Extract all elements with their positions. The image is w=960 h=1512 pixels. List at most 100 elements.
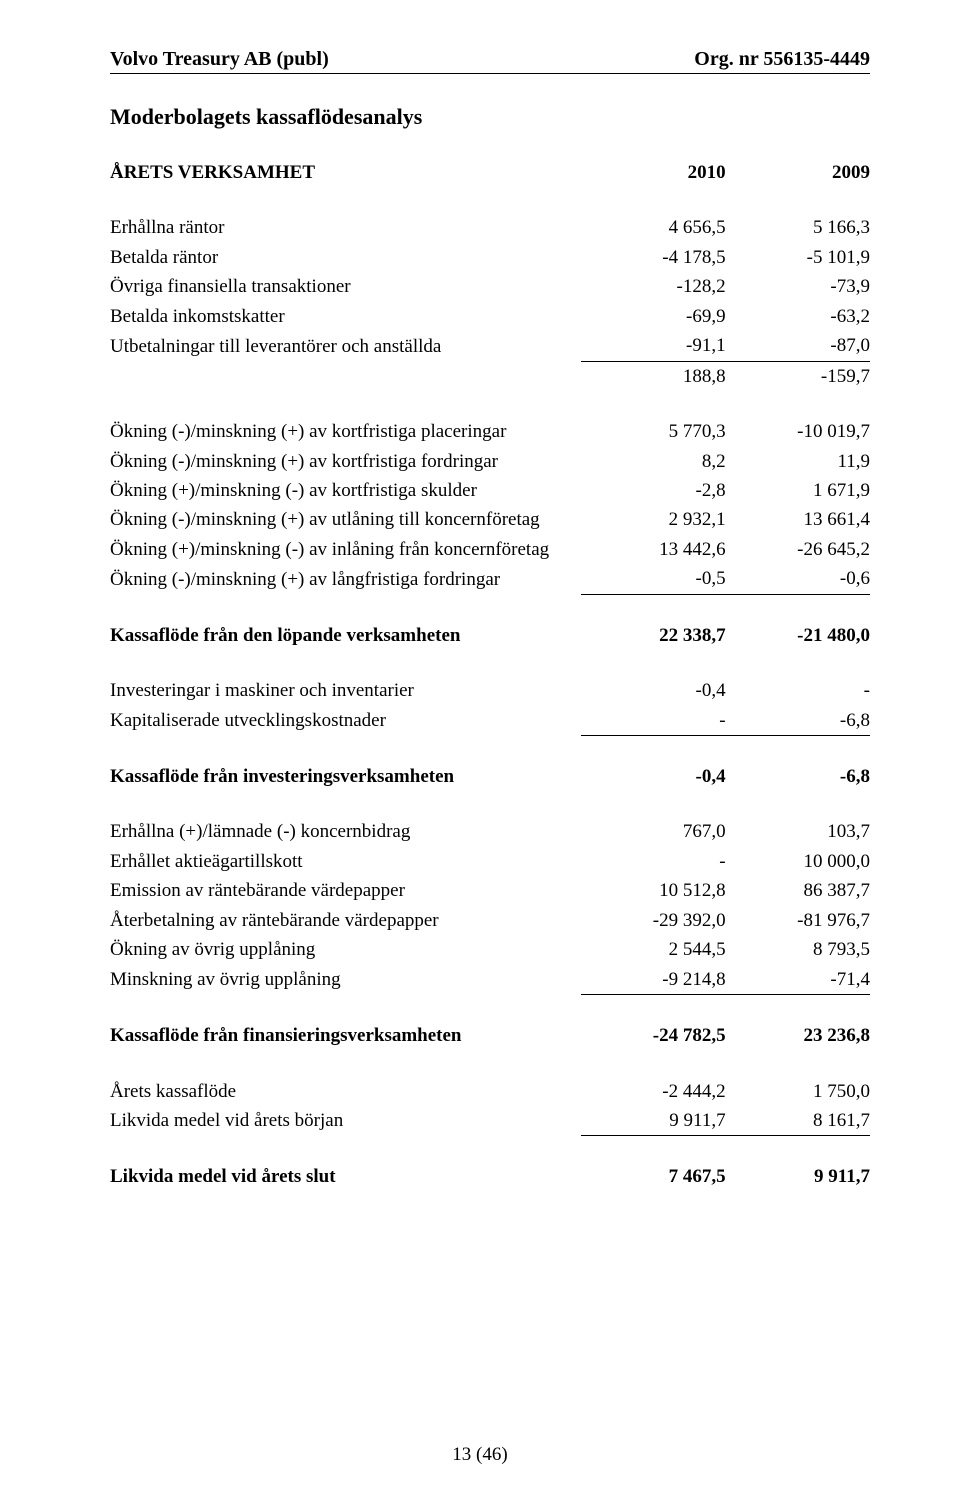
row-label: Ökning (-)/minskning (+) av utlåning til… xyxy=(110,505,581,534)
page-number: 13 (46) xyxy=(0,1444,960,1466)
row-label: Minskning av övrig upplåning xyxy=(110,965,581,995)
row-value: 767,0 xyxy=(581,817,725,846)
total-financing-cashflow: Kassaflöde från finansieringsverksamhete… xyxy=(110,1021,870,1050)
row-value: -128,2 xyxy=(581,272,725,301)
row-value: 10 512,8 xyxy=(581,876,725,905)
row-value: 5 166,3 xyxy=(726,213,870,242)
row-value: -81 976,7 xyxy=(726,906,870,935)
row-value: 2 544,5 xyxy=(581,935,725,964)
table-row: Utbetalningar till leverantörer och anst… xyxy=(110,331,870,361)
section-label: ÅRETS VERKSAMHET xyxy=(110,158,581,187)
row-value: -87,0 xyxy=(726,331,870,361)
total-value: 23 236,8 xyxy=(726,1021,870,1050)
table-row: Årets kassaflöde -2 444,2 1 750,0 xyxy=(110,1077,870,1106)
row-value: - xyxy=(581,706,725,736)
spacer xyxy=(110,187,870,213)
table-row: Ökning av övrig upplåning 2 544,5 8 793,… xyxy=(110,935,870,964)
total-value: 22 338,7 xyxy=(581,621,725,650)
row-value: -2 444,2 xyxy=(581,1077,725,1106)
row-value: 13 442,6 xyxy=(581,535,725,564)
row-value: 8 161,7 xyxy=(726,1106,870,1136)
total-value: -0,4 xyxy=(581,762,725,791)
col-year-1: 2010 xyxy=(581,158,725,187)
row-label: Utbetalningar till leverantörer och anst… xyxy=(110,331,581,361)
row-label: Erhållna (+)/lämnade (-) koncernbidrag xyxy=(110,817,581,846)
row-value: 8,2 xyxy=(581,447,725,476)
table-row: Betalda inkomstskatter -69,9 -63,2 xyxy=(110,302,870,331)
table-row: Emission av räntebärande värdepapper 10 … xyxy=(110,876,870,905)
table-row: Ökning (-)/minskning (+) av kortfristiga… xyxy=(110,417,870,446)
table-row: Erhållna räntor 4 656,5 5 166,3 xyxy=(110,213,870,242)
spacer xyxy=(110,1051,870,1077)
row-value: - xyxy=(581,847,725,876)
table-row: Övriga finansiella transaktioner -128,2 … xyxy=(110,272,870,301)
total-investing-cashflow: Kassaflöde från investeringsverksamheten… xyxy=(110,762,870,791)
row-label: Kapitaliserade utvecklingskostnader xyxy=(110,706,581,736)
ending-cash-row: Likvida medel vid årets slut 7 467,5 9 9… xyxy=(110,1162,870,1191)
row-value: 11,9 xyxy=(726,447,870,476)
row-value: 10 000,0 xyxy=(726,847,870,876)
table-row: Investeringar i maskiner och inventarier… xyxy=(110,676,870,705)
total-value: -21 480,0 xyxy=(726,621,870,650)
table-row: Kapitaliserade utvecklingskostnader - -6… xyxy=(110,706,870,736)
page-header: Volvo Treasury AB (publ) Org. nr 556135-… xyxy=(110,48,870,74)
table-row: Erhållet aktieägartillskott - 10 000,0 xyxy=(110,847,870,876)
total-label: Kassaflöde från investeringsverksamheten xyxy=(110,762,581,791)
row-label: Ökning (+)/minskning (-) av kortfristiga… xyxy=(110,476,581,505)
table-row: Ökning (+)/minskning (-) av inlåning frå… xyxy=(110,535,870,564)
table-row: Erhållna (+)/lämnade (-) koncernbidrag 7… xyxy=(110,817,870,846)
row-value: -26 645,2 xyxy=(726,535,870,564)
company-name: Volvo Treasury AB (publ) xyxy=(110,48,329,71)
row-value: -9 214,8 xyxy=(581,965,725,995)
row-label: Erhållna räntor xyxy=(110,213,581,242)
spacer xyxy=(110,1136,870,1163)
row-value: 86 387,7 xyxy=(726,876,870,905)
row-label: Ökning (-)/minskning (+) av långfristiga… xyxy=(110,564,581,594)
row-label: Ökning av övrig upplåning xyxy=(110,935,581,964)
row-value: -91,1 xyxy=(581,331,725,361)
row-label: Årets kassaflöde xyxy=(110,1077,581,1106)
row-value: -5 101,9 xyxy=(726,243,870,272)
row-value: -0,5 xyxy=(581,564,725,594)
row-label: Återbetalning av räntebärande värdepappe… xyxy=(110,906,581,935)
total-value: -24 782,5 xyxy=(581,1021,725,1050)
row-value: 1 671,9 xyxy=(726,476,870,505)
table-row: Ökning (+)/minskning (-) av kortfristiga… xyxy=(110,476,870,505)
row-label: Ökning (-)/minskning (+) av kortfristiga… xyxy=(110,417,581,446)
row-value: -29 392,0 xyxy=(581,906,725,935)
table-row: Ökning (-)/minskning (+) av kortfristiga… xyxy=(110,447,870,476)
cashflow-table: ÅRETS VERKSAMHET 2010 2009 Erhållna ränt… xyxy=(110,158,870,1192)
row-label: Betalda räntor xyxy=(110,243,581,272)
row-value: -63,2 xyxy=(726,302,870,331)
org-number: Org. nr 556135-4449 xyxy=(694,48,870,71)
row-value: 9 911,7 xyxy=(581,1106,725,1136)
spacer xyxy=(110,791,870,817)
row-value: 1 750,0 xyxy=(726,1077,870,1106)
row-value: -4 178,5 xyxy=(581,243,725,272)
row-value: -69,9 xyxy=(581,302,725,331)
row-value: 4 656,5 xyxy=(581,213,725,242)
row-value: 2 932,1 xyxy=(581,505,725,534)
col-year-2: 2009 xyxy=(726,158,870,187)
row-label: Ökning (-)/minskning (+) av kortfristiga… xyxy=(110,447,581,476)
row-value: -0,4 xyxy=(581,676,725,705)
table-row: Minskning av övrig upplåning -9 214,8 -7… xyxy=(110,965,870,995)
row-label: Emission av räntebärande värdepapper xyxy=(110,876,581,905)
spacer xyxy=(110,736,870,763)
row-value: 13 661,4 xyxy=(726,505,870,534)
page-title: Moderbolagets kassaflödesanalys xyxy=(110,104,870,130)
row-value: 5 770,3 xyxy=(581,417,725,446)
row-value: -73,9 xyxy=(726,272,870,301)
row-value: -0,6 xyxy=(726,564,870,594)
row-label: Ökning (+)/minskning (-) av inlåning frå… xyxy=(110,535,581,564)
spacer xyxy=(110,995,870,1022)
row-value: -2,8 xyxy=(581,476,725,505)
row-value: -6,8 xyxy=(726,706,870,736)
table-row: Ökning (-)/minskning (+) av långfristiga… xyxy=(110,564,870,594)
total-operating-cashflow: Kassaflöde från den löpande verksamheten… xyxy=(110,621,870,650)
total-label: Kassaflöde från finansieringsverksamhete… xyxy=(110,1021,581,1050)
total-value: 7 467,5 xyxy=(581,1162,725,1191)
subtotal-value: -159,7 xyxy=(726,361,870,391)
row-value: -10 019,7 xyxy=(726,417,870,446)
table-row: Betalda räntor -4 178,5 -5 101,9 xyxy=(110,243,870,272)
